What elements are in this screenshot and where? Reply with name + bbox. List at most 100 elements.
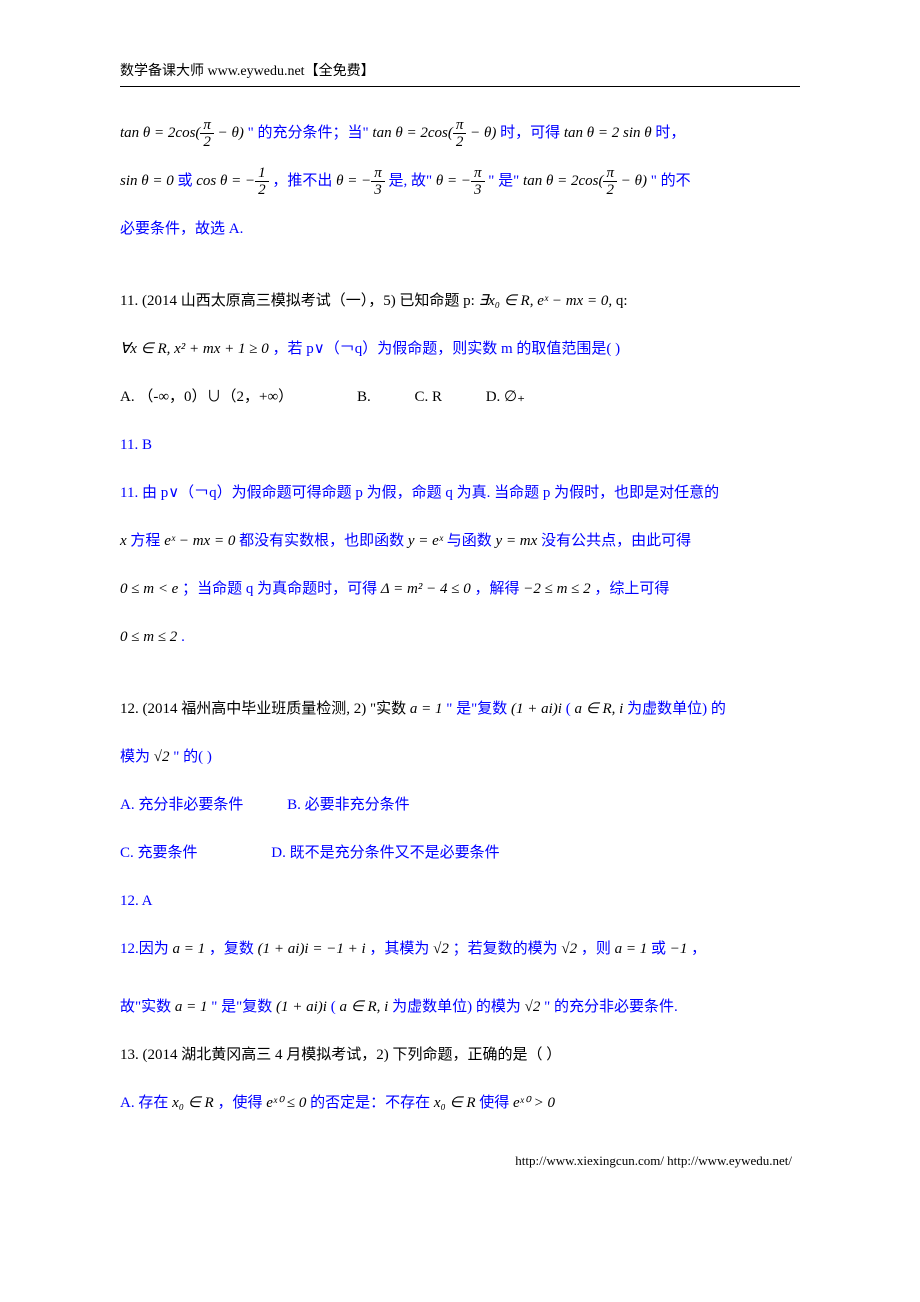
q12-choices-row1: A. 充分非必要条件 B. 必要非充分条件 [120,787,800,823]
text: ，复数 [209,941,258,957]
math-expr: ∀x ∈ R, x² + mx + 1 ≥ 0 [120,341,269,357]
q11-answer: 11. B [120,427,800,463]
q11-sol-l2: x 方程 eˣ − mx = 0 都没有实数根，也即函数 y = eˣ 与函数 … [120,523,800,559]
choice-b: B. 必要非充分条件 [287,787,410,823]
text: 时，可得 [500,125,564,141]
text: ，推不出 [272,173,336,189]
text: " 的不 [651,173,691,189]
q13-stem: 13. (2014 湖北黄冈高三 4 月模拟考试，2) 下列命题，正确的是（ ） [120,1037,800,1073]
text: ，综上可得 [594,581,669,597]
math-expr: ∃x₀ ∈ R, eˣ − mx = 0, [479,293,612,309]
q12-answer: 12. A [120,883,800,919]
math-expr: eˣ⁰ ≤ 0 [266,1095,306,1111]
math-expr: Δ = m² − 4 ≤ 0 [381,581,471,597]
text: ， [691,941,706,957]
text: 与函数 [447,533,496,549]
math-expr: x₀ ∈ R [434,1095,476,1111]
math-expr: a = 1 [175,999,208,1015]
q11-stem-line2: ∀x ∈ R, x² + mx + 1 ≥ 0 ，若 p∨（￢q）为假命题，则实… [120,331,800,367]
math-expr: (1 + ai)i [276,999,327,1015]
math-expr: √2 [154,749,170,765]
q11-sol-l1: 11. 由 p∨（￢q）为假命题可得命题 p 为假，命题 q 为真. 当命题 p… [120,475,800,511]
text: 为虚数单位) 的 [627,701,726,717]
solution-continuation-line2: sin θ = 0 或 cos θ = −12 ，推不出 θ = −π3 是, … [120,163,800,199]
text: 为虚数单位) 的模为 [392,999,525,1015]
q12-sol-l2: 故"实数 a = 1 " 是"复数 (1 + ai)i ( a ∈ R, i 为… [120,989,800,1025]
text: " 是"复数 [211,999,276,1015]
text: 是, 故" [389,173,436,189]
math-expr: y = eˣ [408,533,443,549]
text: 的否定是：不存在 [310,1095,434,1111]
math-expr: a = 1 [173,941,206,957]
math-expr: x₀ ∈ R [172,1095,214,1111]
text: 方程 [130,533,164,549]
math-expr: θ = −π3 [436,173,485,189]
text: 或 [178,173,197,189]
math-expr: sin θ = 0 [120,173,174,189]
math-expr: y = mx [496,533,538,549]
math-expr: eˣ − mx = 0 [164,533,235,549]
math-expr: a = 1 [410,701,443,717]
text: . [181,629,185,645]
text: 都没有实数根，也即函数 [239,533,408,549]
choice-b: B. [357,379,371,415]
text: q: [616,293,628,309]
page-container: 数学备课大师 www.eywedu.net【全免费】 tan θ = 2cos(… [0,0,920,1209]
math-expr: a ∈ R, i [339,999,388,1015]
q12-stem-line2: 模为 √2 " 的( ) [120,739,800,775]
math-expr: x [120,533,127,549]
choice-a: A. （-∞，0）∪（2，+∞） [120,379,293,415]
text: ，则 [581,941,615,957]
text: " 是" [488,173,523,189]
math-expr: √2 [561,941,577,957]
solution-continuation-line1: tan θ = 2cos(π2 − θ) " 的充分条件；当" tan θ = … [120,115,800,151]
text: 使得 [479,1095,513,1111]
text: " 的( ) [173,749,212,765]
math-expr: −2 ≤ m ≤ 2 [523,581,590,597]
text: 12.因为 [120,941,173,957]
math-expr: tan θ = 2 sin θ [564,125,652,141]
math-expr: √2 [433,941,449,957]
math-expr: (1 + ai)i = −1 + i [258,941,366,957]
text: 时， [655,125,685,141]
text: " 的充分条件；当" [248,125,373,141]
text: ，若 p∨（￢q）为假命题，则实数 m 的取值范围是( ) [273,341,621,357]
math-expr: −1 [670,941,688,957]
text: " 的充分非必要条件. [544,999,678,1015]
text: ，其模为 [369,941,433,957]
math-expr: a = 1 [615,941,648,957]
math-expr: a ∈ R, i [574,701,623,717]
choice-a: A. 充分非必要条件 [120,787,243,823]
text: 没有公共点，由此可得 [541,533,691,549]
math-expr: (1 + ai)i [511,701,562,717]
q13-choice-a: A. 存在 x₀ ∈ R ，使得 eˣ⁰ ≤ 0 的否定是：不存在 x₀ ∈ R… [120,1085,800,1121]
math-expr: tan θ = 2cos(π2 − θ) [372,125,496,141]
math-expr: cos θ = −12 [196,173,268,189]
choice-c: C. R [414,379,442,415]
page-header: 数学备课大师 www.eywedu.net【全免费】 [120,60,800,87]
text: ；若复数的模为 [453,941,562,957]
text: 或 [651,941,670,957]
choice-d: D. 既不是充分条件又不是必要条件 [271,835,499,871]
text: ，使得 [217,1095,266,1111]
text: ，解得 [474,581,523,597]
q12-sol-l1: 12.因为 a = 1 ，复数 (1 + ai)i = −1 + i ，其模为 … [120,931,800,967]
q11-sol-l3: 0 ≤ m < e ；当命题 q 为真命题时，可得 Δ = m² − 4 ≤ 0… [120,571,800,607]
text: A. 存在 [120,1095,172,1111]
choice-d: D. ∅₊ [486,379,525,415]
solution-continuation-line3: 必要条件，故选 A. [120,211,800,247]
math-expr: √2 [525,999,541,1015]
text: 12. (2014 福州高中毕业班质量检测, 2) "实数 [120,701,410,717]
text: 11. (2014 山西太原高三模拟考试（一），5) 已知命题 p: [120,293,479,309]
math-expr: 0 ≤ m < e [120,581,178,597]
math-expr: eˣ⁰ > 0 [513,1095,555,1111]
q11-choices: A. （-∞，0）∪（2，+∞） B. C. R D. ∅₊ [120,379,800,415]
q12-choices-row2: C. 充要条件 D. 既不是充分条件又不是必要条件 [120,835,800,871]
q11-stem-line1: 11. (2014 山西太原高三模拟考试（一），5) 已知命题 p: ∃x₀ ∈… [120,283,800,319]
math-expr: θ = −π3 [336,173,385,189]
choice-c: C. 充要条件 [120,835,198,871]
math-expr: 0 ≤ m ≤ 2 [120,629,177,645]
text: 故"实数 [120,999,175,1015]
q11-sol-l4: 0 ≤ m ≤ 2 . [120,619,800,655]
text: " 是"复数 [446,701,511,717]
